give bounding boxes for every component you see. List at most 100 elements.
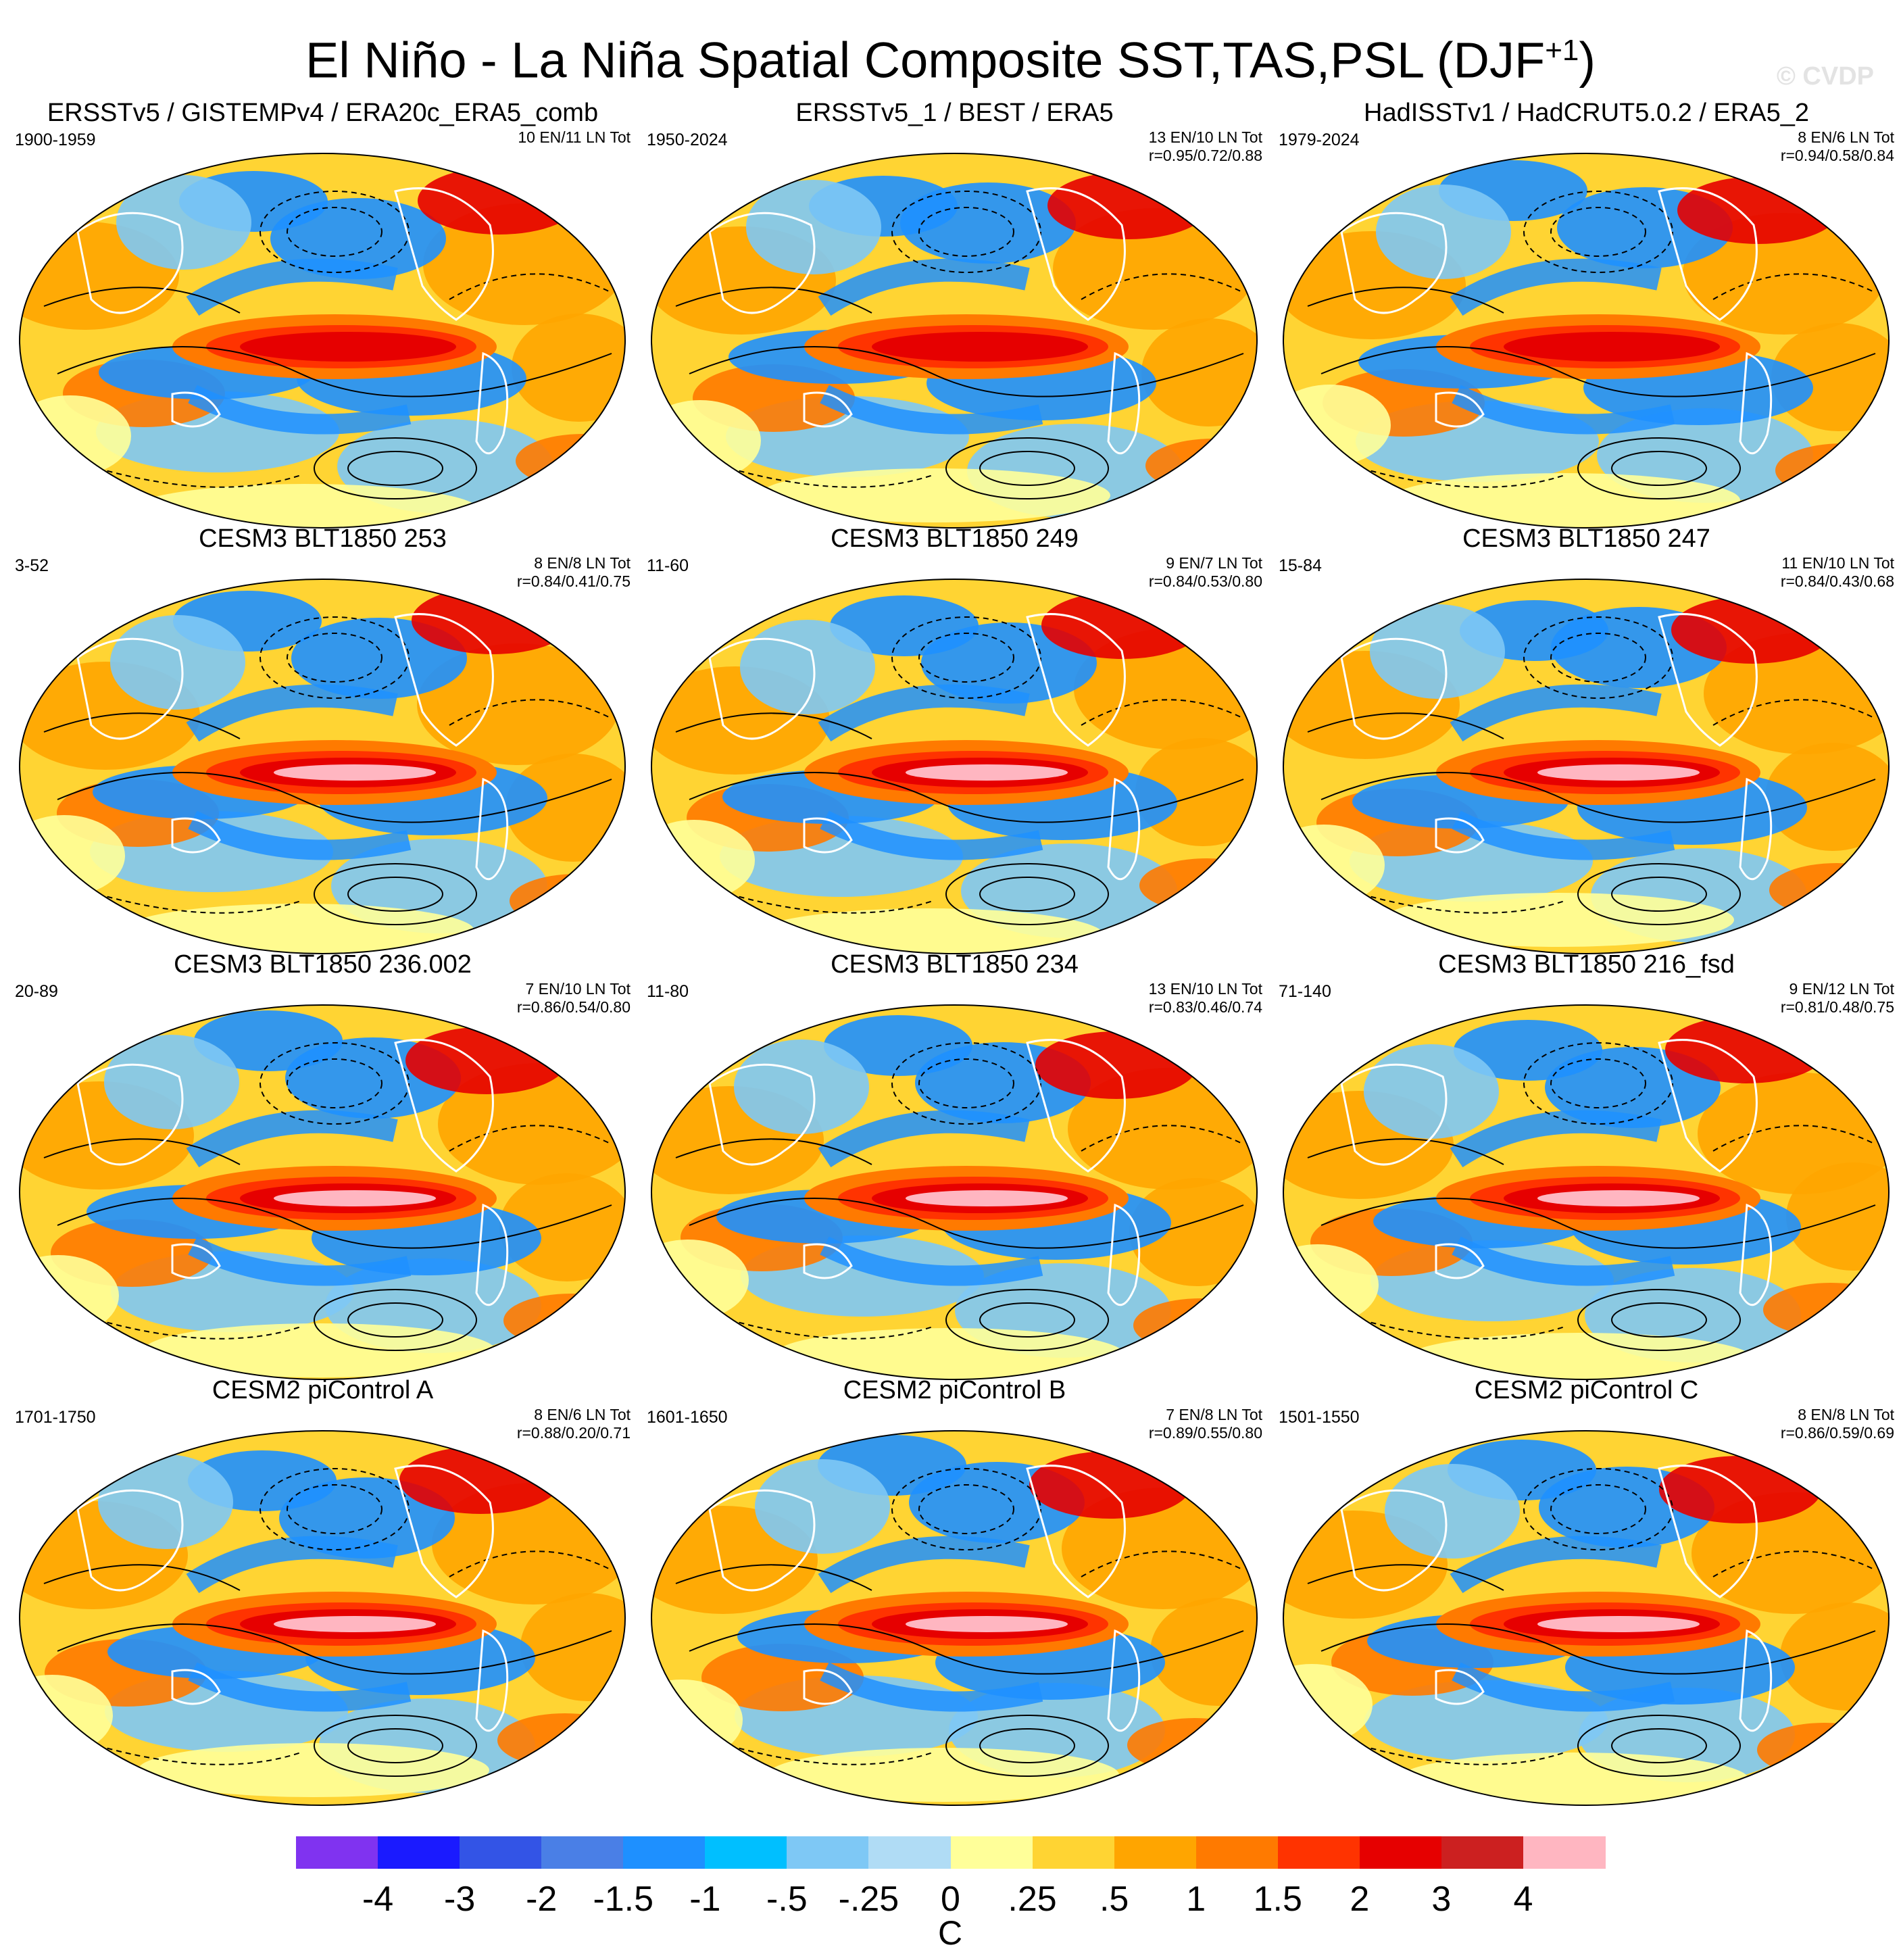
- colorbar-tick-label: 2: [1350, 1880, 1370, 1919]
- panel-event-counts: 13 EN/10 LN Tot: [1148, 980, 1262, 998]
- map: [1283, 1004, 1890, 1380]
- panel-title: CESM2 piControl A: [212, 1376, 434, 1404]
- colorbar-swatch: [296, 1836, 378, 1869]
- panel-title: ERSSTv5 / GISTEMPv4 / ERA20c_ERA5_comb: [47, 99, 599, 127]
- map: [19, 579, 626, 954]
- panel-event-counts: 10 EN/11 LN Tot: [518, 128, 631, 146]
- colorbar-swatch: [1277, 1836, 1360, 1869]
- colorbar-tick-label: 4: [1513, 1880, 1533, 1919]
- panel-correlations: r=0.81/0.48/0.75: [1780, 998, 1894, 1016]
- colorbar-tick-label: -.5: [766, 1880, 808, 1919]
- colorbar-swatch: [623, 1836, 706, 1869]
- panel-correlations: r=0.86/0.59/0.69: [1780, 1424, 1894, 1442]
- panel-years: 1979-2024: [1279, 130, 1360, 149]
- panel-event-counts: 7 EN/10 LN Tot: [525, 980, 631, 998]
- map: [651, 1430, 1258, 1806]
- panel-event-counts: 9 EN/12 LN Tot: [1789, 980, 1894, 998]
- panel-title: CESM3 BLT1850 247: [1462, 524, 1710, 553]
- panel-title: HadISSTv1 / HadCRUT5.0.2 / ERA5_2: [1364, 99, 1809, 127]
- colorbar-swatch: [1441, 1836, 1524, 1869]
- colorbar-units: C: [937, 1914, 963, 1952]
- colorbar: [296, 1836, 1606, 1869]
- panel-title: CESM3 BLT1850 249: [831, 524, 1079, 553]
- cvdp-watermark: © CVDP: [1776, 62, 1874, 91]
- colorbar-swatch: [378, 1836, 460, 1869]
- map-panel: CESM2 piControl A 1701-1750 8 EN/6 LN Tot r…: [7, 1375, 639, 1808]
- colorbar-swatch: [950, 1836, 1033, 1869]
- panel-title: CESM3 BLT1850 253: [199, 524, 447, 553]
- map-panel: CESM3 BLT1850 247 15-84 11 EN/10 LN Tot r=0…: [1270, 524, 1901, 956]
- colorbar-tick-label: -2: [526, 1880, 558, 1919]
- map: [1283, 1430, 1890, 1806]
- panel-years: 1601-1650: [647, 1408, 728, 1427]
- map-panel: CESM3 BLT1850 249 11-60 9 EN/7 LN Tot r=0.8…: [639, 524, 1270, 956]
- colorbar-swatch: [705, 1836, 787, 1869]
- figure-title: El Niño - La Niña Spatial Composite SST,…: [305, 32, 1596, 89]
- panel-years: 1900-1959: [15, 130, 96, 149]
- map: [1283, 153, 1890, 529]
- map: [651, 579, 1258, 954]
- map: [1283, 579, 1890, 954]
- panel-title: CESM3 BLT1850 234: [831, 950, 1079, 979]
- panel-years: 15-84: [1279, 556, 1322, 575]
- panel-title: ERSSTv5_1 / BEST / ERA5: [795, 99, 1114, 127]
- map-panel: HadISSTv1 / HadCRUT5.0.2 / ERA5_2 1979-20…: [1270, 98, 1901, 531]
- colorbar-tick-label: -1.5: [593, 1880, 654, 1919]
- colorbar-tick-label: 0: [941, 1880, 960, 1919]
- colorbar-swatch: [541, 1836, 624, 1869]
- colorbar-swatch: [1114, 1836, 1197, 1869]
- panel-title: CESM2 piControl B: [843, 1376, 1066, 1404]
- map: [651, 1004, 1258, 1380]
- map: [19, 1004, 626, 1380]
- map-panel: ERSSTv5 / GISTEMPv4 / ERA20c_ERA5_comb 19…: [7, 98, 639, 531]
- panel-correlations: r=0.94/0.58/0.84: [1780, 147, 1894, 164]
- map: [651, 153, 1258, 529]
- panel-correlations: r=0.89/0.55/0.80: [1148, 1424, 1262, 1442]
- panel-correlations: r=0.84/0.53/0.80: [1148, 572, 1262, 590]
- map-panel: CESM3 BLT1850 236.002 20-89 7 EN/10 LN Tot…: [7, 950, 639, 1382]
- colorbar-tick-label: -3: [444, 1880, 476, 1919]
- panel-correlations: r=0.84/0.41/0.75: [516, 572, 631, 590]
- panel-years: 1501-1550: [1279, 1408, 1360, 1427]
- colorbar-swatch: [1195, 1836, 1279, 1869]
- colorbar-swatch: [787, 1836, 869, 1869]
- panel-title: CESM3 BLT1850 216_fsd: [1438, 950, 1735, 979]
- panel-event-counts: 9 EN/7 LN Tot: [1166, 554, 1262, 572]
- colorbar-tick-label: -.25: [838, 1880, 899, 1919]
- panel-event-counts: 11 EN/10 LN Tot: [1781, 554, 1894, 572]
- panel-event-counts: 7 EN/8 LN Tot: [1166, 1406, 1262, 1423]
- panel-years: 1950-2024: [647, 130, 728, 149]
- colorbar-swatch: [1359, 1836, 1442, 1869]
- panel-event-counts: 8 EN/6 LN Tot: [534, 1406, 631, 1423]
- panel-title: CESM2 piControl C: [1474, 1376, 1699, 1404]
- colorbar-swatch: [1032, 1836, 1115, 1869]
- panel-years: 20-89: [15, 982, 58, 1001]
- colorbar-tick-label: .5: [1099, 1880, 1129, 1919]
- panel-event-counts: 8 EN/8 LN Tot: [1798, 1406, 1894, 1423]
- colorbar-swatch: [460, 1836, 542, 1869]
- panel-title: CESM3 BLT1850 236.002: [174, 950, 472, 979]
- panel-correlations: r=0.88/0.20/0.71: [516, 1424, 631, 1442]
- colorbar-swatch: [868, 1836, 951, 1869]
- map-panel: CESM2 piControl C 1501-1550 8 EN/8 LN Tot r…: [1270, 1375, 1901, 1808]
- map: [19, 153, 626, 529]
- panel-event-counts: 8 EN/6 LN Tot: [1798, 128, 1894, 146]
- panel-years: 11-80: [647, 982, 689, 1001]
- panel-event-counts: 13 EN/10 LN Tot: [1148, 128, 1262, 146]
- panel-years: 71-140: [1279, 982, 1331, 1001]
- panel-event-counts: 8 EN/8 LN Tot: [534, 554, 631, 572]
- panel-years: 3-52: [15, 556, 49, 575]
- panel-correlations: r=0.95/0.72/0.88: [1148, 147, 1262, 164]
- colorbar-tick-label: 3: [1431, 1880, 1452, 1919]
- map-panel: CESM3 BLT1850 253 3-52 8 EN/8 LN Tot r=0.84…: [7, 524, 639, 956]
- colorbar-tick-label: 1: [1186, 1880, 1206, 1919]
- panel-years: 1701-1750: [15, 1408, 96, 1427]
- colorbar-swatch: [1523, 1836, 1606, 1869]
- map-panel: CESM3 BLT1850 216_fsd 71-140 9 EN/12 LN To…: [1270, 950, 1901, 1382]
- panel-correlations: r=0.86/0.54/0.80: [516, 998, 631, 1016]
- map-panel: ERSSTv5_1 / BEST / ERA5 1950-2024 13 EN/10…: [639, 98, 1270, 531]
- panel-years: 11-60: [647, 556, 689, 575]
- colorbar-tick-label: .25: [1008, 1880, 1057, 1919]
- colorbar-tick-label: -4: [362, 1880, 394, 1919]
- panel-correlations: r=0.83/0.46/0.74: [1148, 998, 1262, 1016]
